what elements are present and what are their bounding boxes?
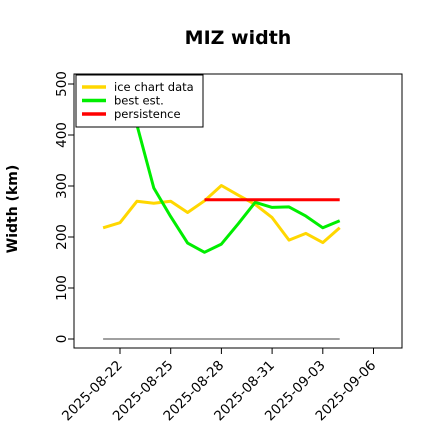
y-tick-label: 0 bbox=[54, 335, 70, 344]
series-line-best-est bbox=[118, 78, 341, 254]
series-line-ice-chart-data bbox=[102, 184, 341, 245]
series-layer bbox=[102, 78, 341, 340]
plot-frame bbox=[73, 73, 403, 349]
y-tick-label: 100 bbox=[54, 275, 70, 301]
legend-label: best est. bbox=[114, 94, 164, 108]
chart-title: MIZ width bbox=[185, 27, 292, 49]
y-axis-label: Width (km) bbox=[5, 165, 21, 254]
legend-label: persistence bbox=[114, 107, 181, 121]
y-axis: 0 100 200 300 400 500 bbox=[54, 71, 74, 343]
legend-box bbox=[75, 74, 204, 128]
y-tick-label: 400 bbox=[54, 122, 70, 148]
x-axis: 2025-08-222025-08-252025-08-282025-08-31… bbox=[59, 348, 379, 424]
y-tick-label: 200 bbox=[54, 224, 70, 250]
y-tick-label: 500 bbox=[54, 71, 70, 97]
legend-label: ice chart data bbox=[114, 80, 194, 94]
y-tick-label: 300 bbox=[54, 173, 70, 199]
